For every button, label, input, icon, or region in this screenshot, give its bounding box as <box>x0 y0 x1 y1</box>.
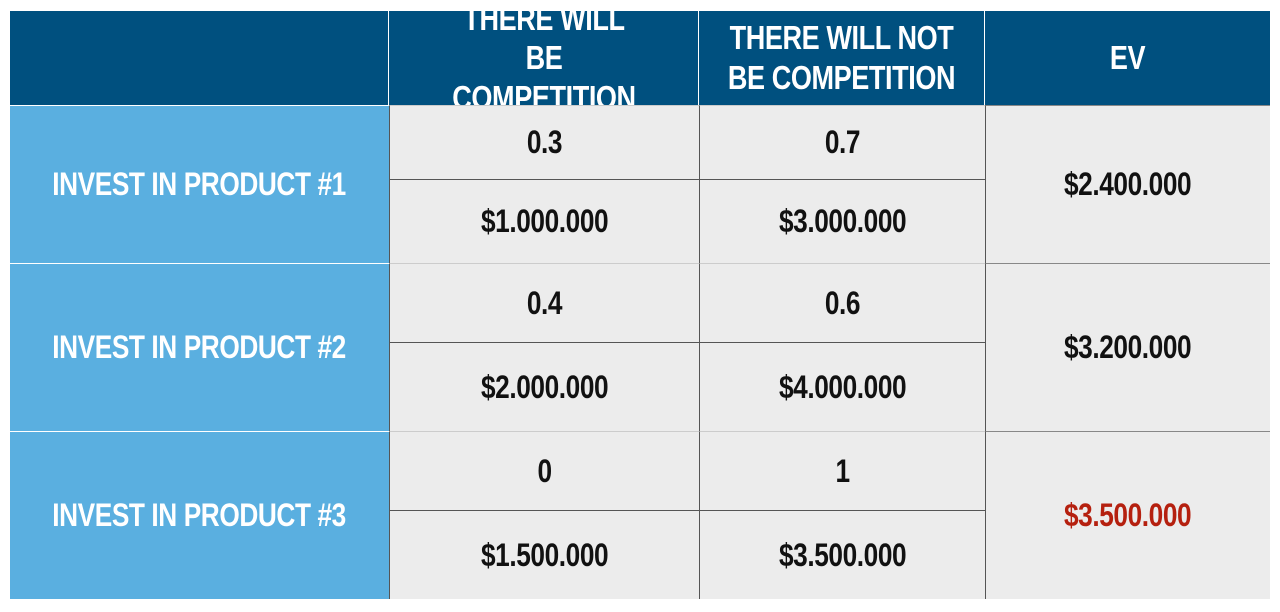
prob-competition: 0.4 <box>389 263 699 342</box>
header-no-competition: THERE WILL NOT BE COMPETITION <box>699 11 985 105</box>
cell-text: $3.500.000 <box>778 536 907 573</box>
cell-text: 0 <box>537 452 552 489</box>
cell-text: $1.000.000 <box>480 203 609 240</box>
prob-competition: 0.3 <box>389 105 699 179</box>
cell-text: $2.400.000 <box>1064 166 1192 203</box>
prob-no-competition: 1 <box>699 431 985 510</box>
cell-text: 0.7 <box>824 124 861 161</box>
value-no-competition: $4.000.000 <box>699 342 985 431</box>
header-competition: THERE WILL BE COMPETITION <box>389 0 699 116</box>
header-corner <box>10 11 389 105</box>
value-competition: $2.000.000 <box>389 342 699 431</box>
cell-text: INVEST IN PRODUCT #3 <box>52 497 347 534</box>
cell-text: $2.000.000 <box>480 368 609 405</box>
cell-text: 0.4 <box>526 284 563 321</box>
cell-text: 1 <box>835 452 850 489</box>
prob-competition: 0 <box>389 431 699 510</box>
cell-text: INVEST IN PRODUCT #1 <box>52 166 347 203</box>
cell-text: $3.200.000 <box>1064 329 1192 366</box>
value-no-competition: $3.500.000 <box>699 510 985 599</box>
row-label: INVEST IN PRODUCT #3 <box>10 431 389 599</box>
header-ev: EV <box>985 11 1270 105</box>
ev-value: $3.200.000 <box>985 263 1270 431</box>
value-competition: $1.500.000 <box>389 510 699 599</box>
value-no-competition: $3.000.000 <box>699 179 985 263</box>
cell-text: 0.6 <box>824 284 861 321</box>
ev-value: $3.500.000 <box>985 431 1270 599</box>
value-competition: $1.000.000 <box>389 179 699 263</box>
cell-text: $4.000.000 <box>778 368 907 405</box>
cell-text: $1.500.000 <box>480 536 609 573</box>
prob-no-competition: 0.6 <box>699 263 985 342</box>
header-label: THERE WILL NOT BE COMPETITION <box>727 19 956 96</box>
cell-text: INVEST IN PRODUCT #2 <box>52 329 347 366</box>
row-label: INVEST IN PRODUCT #1 <box>10 105 389 263</box>
cell-text: $3.000.000 <box>778 203 907 240</box>
ev-value: $2.400.000 <box>985 105 1270 263</box>
cell-text: 0.3 <box>526 124 563 161</box>
ev-table: THERE WILL BE COMPETITION THERE WILL NOT… <box>10 0 1270 599</box>
cell-text: $3.500.000 <box>1064 497 1192 534</box>
header-label: THERE WILL BE COMPETITION <box>451 0 636 116</box>
prob-no-competition: 0.7 <box>699 105 985 179</box>
header-label: EV <box>1109 39 1146 77</box>
row-label: INVEST IN PRODUCT #2 <box>10 263 389 431</box>
